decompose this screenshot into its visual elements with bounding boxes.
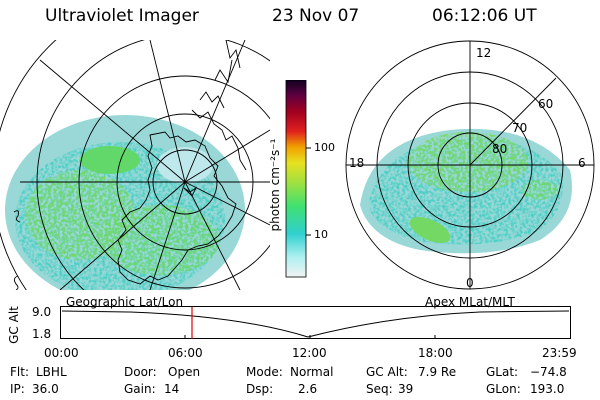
right-caption: Apex MLat/MLT — [425, 295, 515, 309]
polar-emission — [360, 128, 572, 254]
flt-value: LBHL — [36, 365, 67, 379]
left-grid — [0, 40, 270, 290]
flt-label: Flt: — [10, 365, 29, 379]
date-label: 23 Nov 07 — [272, 6, 360, 26]
mlt-label-18: 18 — [349, 156, 365, 170]
altitude-ytick-min: 1.8 — [32, 327, 52, 341]
door-label: Door: — [124, 365, 157, 379]
mode-value: Normal — [290, 365, 334, 379]
gain-label: Gain: — [124, 382, 156, 396]
altitude-xtick-1800: 18:00 — [418, 346, 453, 360]
glat-value: −74.8 — [530, 365, 567, 379]
instrument-title: Ultraviolet Imager — [45, 6, 199, 26]
time-label: 06:12:06 UT — [432, 6, 537, 26]
mlat-label-80: 80 — [492, 142, 508, 156]
altitude-plot — [60, 306, 571, 339]
geographic-map — [0, 40, 270, 290]
colorbar — [285, 80, 311, 278]
dsp-value: 2.6 — [298, 382, 318, 396]
dsp-label: Dsp: — [246, 382, 274, 396]
glat-label: GLat: — [486, 365, 519, 379]
glon-label: GLon: — [486, 382, 521, 396]
door-value: Open — [168, 365, 201, 379]
mlt-label-6: 6 — [578, 156, 586, 170]
mlat-mlt-polar-plot — [345, 40, 595, 290]
mlt-label-0: 0 — [466, 276, 474, 290]
colorbar-tick-10: 10 — [314, 228, 328, 241]
altitude-xtick-1200: 12:00 — [292, 346, 327, 360]
left-coastline — [13, 40, 247, 290]
altitude-xtick-0600: 06:00 — [168, 346, 203, 360]
altitude-ytick-max: 9.0 — [32, 305, 52, 319]
altitude-curve — [61, 310, 570, 338]
mlat-label-60: 60 — [538, 97, 554, 111]
glon-value: 193.0 — [530, 382, 565, 396]
polar-grid — [345, 40, 595, 290]
colorbar-unit-label: photon cm⁻²s⁻¹ — [268, 138, 282, 232]
gain-value: 14 — [164, 382, 180, 396]
colorbar-tick-100: 100 — [314, 141, 335, 154]
altitude-xtick-2359: 23:59 — [542, 346, 577, 360]
left-caption: Geographic Lat/Lon — [66, 295, 184, 309]
seq-value: 39 — [398, 382, 414, 396]
altitude-xtick-0000: 00:00 — [44, 346, 79, 360]
ip-value: 36.0 — [32, 382, 59, 396]
ip-label: IP: — [10, 382, 25, 396]
seq-label: Seq: — [366, 382, 393, 396]
mode-label: Mode: — [246, 365, 283, 379]
gcalt-label: GC Alt: — [366, 365, 408, 379]
mlat-label-70: 70 — [512, 121, 528, 135]
altitude-ylabel: GC Alt — [7, 306, 21, 344]
gcalt-value: 7.9 Re — [418, 365, 457, 379]
mlt-label-12: 12 — [476, 46, 492, 60]
